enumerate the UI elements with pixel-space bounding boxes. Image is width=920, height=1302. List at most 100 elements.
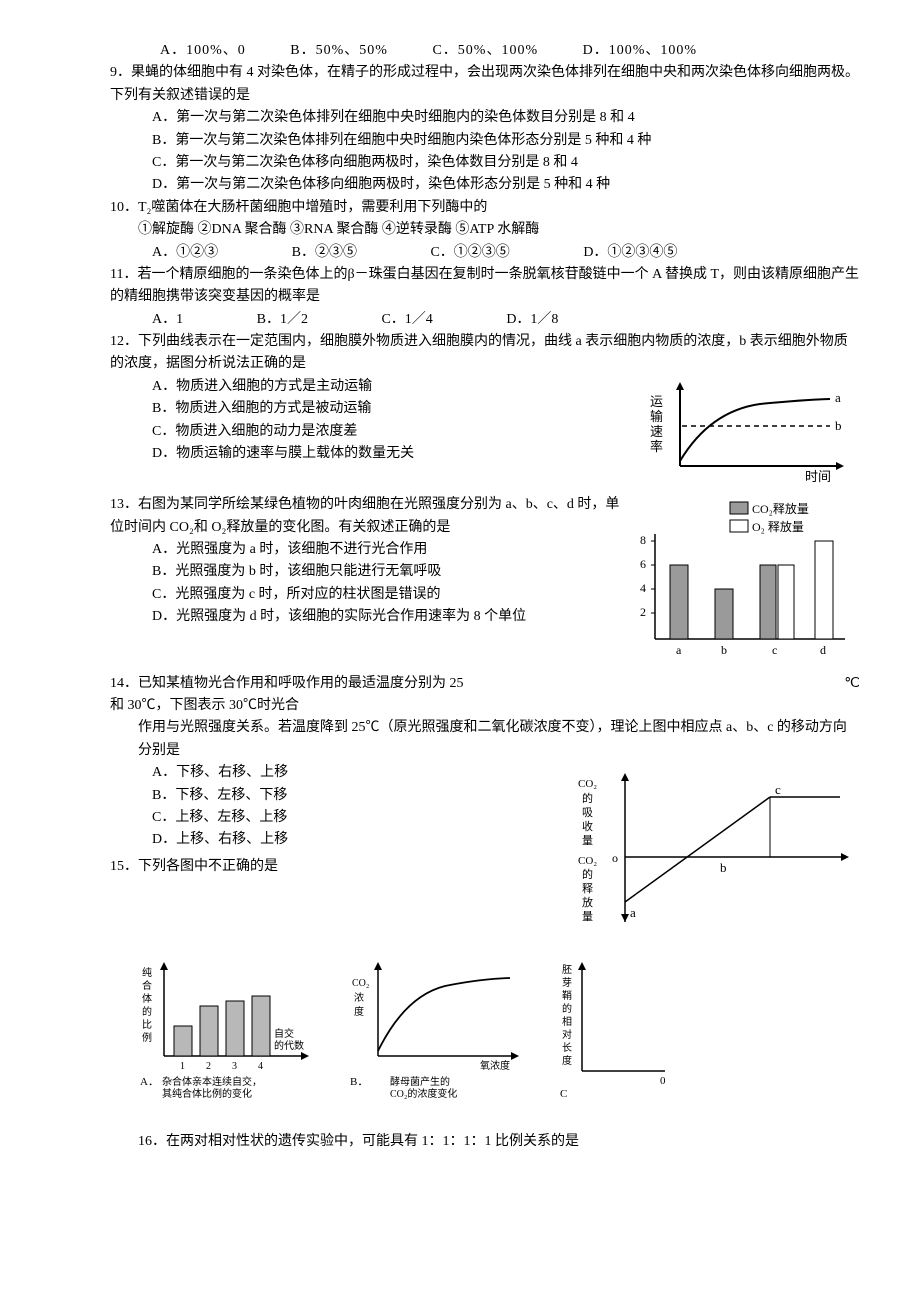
q10-opt-a: A．①②③ xyxy=(152,242,218,264)
svg-text:C: C xyxy=(560,1088,567,1100)
q8-opt-c: C．50%、100% xyxy=(432,40,538,62)
svg-text:8: 8 xyxy=(640,533,646,547)
svg-text:时间: 时间 xyxy=(805,469,831,484)
svg-text:a: a xyxy=(676,643,682,657)
svg-text:体: 体 xyxy=(142,993,152,1005)
q14-chart: CO₂ 的 吸 收 量 CO₂ 的 释 放 量 o xyxy=(570,762,860,940)
q9-opt-d: D．第一次与第二次染色体移向细胞两极时，染色体形态分别是 5 种和 4 种 xyxy=(110,174,860,196)
svg-text:相: 相 xyxy=(562,1015,572,1028)
q12-opt-b: B．物质进入细胞的方式是被动运输 xyxy=(110,398,640,420)
q9-opt-b: B．第一次与第二次染色体排列在细胞中央时细胞内染色体形态分别是 5 种和 4 种 xyxy=(110,130,860,152)
svg-text:其纯合体比例的变化: 其纯合体比例的变化 xyxy=(162,1087,252,1100)
svg-text:速: 速 xyxy=(650,424,663,439)
q15-chart-a: 纯 合 体 的 比 例 1 2 3 4 自交 的代数 A． xyxy=(140,951,320,1109)
q10-opt-c: C．①②③⑤ xyxy=(430,242,509,264)
svg-text:1: 1 xyxy=(180,1061,185,1072)
q8-opt-b: B．50%、50% xyxy=(290,40,388,62)
svg-text:输: 输 xyxy=(650,409,663,424)
svg-text:0: 0 xyxy=(660,1075,666,1087)
svg-text:率: 率 xyxy=(650,439,663,454)
q13-opt-b: B．光照强度为 b 时，该细胞只能进行无氧呼吸 xyxy=(110,561,620,583)
q11-opt-c: C．1／4 xyxy=(381,309,432,331)
q15-charts: 纯 合 体 的 比 例 1 2 3 4 自交 的代数 A． xyxy=(110,951,860,1109)
q12-opt-c: C．物质进入细胞的动力是浓度差 xyxy=(110,421,640,443)
svg-text:对: 对 xyxy=(562,1028,572,1041)
svg-text:的代数: 的代数 xyxy=(274,1039,304,1052)
q11-stem: 11．若一个精原细胞的一条染色体上的β－珠蛋白基因在复制时一条脱氧核苷酸链中一个… xyxy=(110,264,860,309)
svg-text:长: 长 xyxy=(562,1042,572,1054)
q13-stem: 13．右图为某同学所绘某绿色植物的叶肉细胞在光照强度分别为 a、b、c、d 时，… xyxy=(110,494,620,539)
q9-stem-text: 9．果蝇的体细胞中有 4 对染色体，在精子的形成过程中，会出现两次染色体排列在细… xyxy=(110,65,859,102)
svg-text:鞘: 鞘 xyxy=(562,989,572,1002)
svg-text:氧浓度: 氧浓度 xyxy=(480,1059,510,1072)
q12-opt-a: A．物质进入细胞的方式是主动运输 xyxy=(110,376,640,398)
q10-opt-b: B．②③⑤ xyxy=(292,242,357,264)
svg-text:4: 4 xyxy=(258,1061,263,1072)
svg-text:杂合体亲本连续自交，: 杂合体亲本连续自交， xyxy=(162,1075,262,1088)
svg-text:c: c xyxy=(775,782,781,797)
svg-text:CO₂的浓度变化: CO₂的浓度变化 xyxy=(390,1087,457,1100)
q15-chart-b: CO₂ 浓 度 氧浓度 B． 酵母菌产生的 CO₂的浓度变化 xyxy=(350,951,530,1109)
q14-opt-c: C．上移、左移、上移 xyxy=(110,807,570,829)
q14-stem1: 14．已知某植物光合作用和呼吸作用的最适温度分别为 25 xyxy=(110,676,464,691)
svg-text:吸: 吸 xyxy=(582,807,593,819)
svg-text:CO₂: CO₂ xyxy=(578,855,597,867)
svg-text:B．: B． xyxy=(350,1076,368,1088)
q10-options: A．①②③ B．②③⑤ C．①②③⑤ D．①②③④⑤ xyxy=(110,242,860,264)
q13-chart: CO₂释放量 O₂ 释放量 8 6 4 2 xyxy=(620,494,860,672)
svg-text:4: 4 xyxy=(640,581,646,595)
svg-text:CO₂: CO₂ xyxy=(352,978,369,989)
q10-stem: 10．T₂噬菌体在大肠杆菌细胞中增殖时，需要利用下列酶中的 xyxy=(110,197,860,219)
svg-text:CO₂释放量: CO₂释放量 xyxy=(752,501,809,516)
q8-opt-a: A．100%、0 xyxy=(160,40,246,62)
svg-text:度: 度 xyxy=(354,1005,364,1018)
svg-text:酵母菌产生的: 酵母菌产生的 xyxy=(390,1075,450,1088)
svg-text:b: b xyxy=(721,643,727,657)
svg-text:纯: 纯 xyxy=(142,966,152,979)
q14-opt-b: B．下移、左移、下移 xyxy=(110,785,570,807)
q12-opt-d: D．物质运输的速率与膜上载体的数量无关 xyxy=(110,443,640,465)
q8-options: A．100%、0 B．50%、50% C．50%、100% D．100%、100… xyxy=(110,40,860,62)
q9-stem: 9．果蝇的体细胞中有 4 对染色体，在精子的形成过程中，会出现两次染色体排列在细… xyxy=(110,62,860,107)
svg-text:的: 的 xyxy=(582,867,593,881)
svg-text:a: a xyxy=(630,905,636,920)
svg-text:A．: A． xyxy=(140,1076,159,1088)
svg-text:度: 度 xyxy=(562,1054,572,1067)
svg-text:收: 收 xyxy=(582,819,593,833)
q12-stem: 12．下列曲线表示在一定范围内，细胞膜外物质进入细胞膜内的情况，曲线 a 表示细… xyxy=(110,331,860,376)
svg-text:的: 的 xyxy=(142,1005,152,1018)
q10-enzymes: ①解旋酶 ②DNA 聚合酶 ③RNA 聚合酶 ④逆转录酶 ⑤ATP 水解酶 xyxy=(110,219,860,241)
svg-text:比: 比 xyxy=(142,1019,152,1031)
svg-text:b: b xyxy=(720,860,727,875)
q14-stem2: 和 30℃，下图表示 30℃时光合 xyxy=(110,695,860,717)
q15-chart-c: 胚 芽 鞘 的 相 对 长 度 0 C xyxy=(560,951,680,1109)
q11-opt-b: B．1／2 xyxy=(257,309,308,331)
q12-chart: a b 运 输 速 率 时间 xyxy=(640,376,860,494)
svg-text:放: 放 xyxy=(582,895,593,909)
svg-text:芽: 芽 xyxy=(562,976,572,989)
q14-stem3: 作用与光照强度关系。若温度降到 25℃（原光照强度和二氧化碳浓度不变），理论上图… xyxy=(110,717,860,762)
svg-text:释: 释 xyxy=(582,882,593,895)
svg-text:量: 量 xyxy=(582,910,593,923)
q14-opt-d: D．上移、右移、上移 xyxy=(110,829,570,851)
q11-options: A．1 B．1／2 C．1／4 D．1／8 xyxy=(110,309,860,331)
svg-text:2: 2 xyxy=(640,605,646,619)
svg-text:CO₂: CO₂ xyxy=(578,778,597,790)
svg-text:例: 例 xyxy=(142,1031,152,1044)
q14-opt-a: A．下移、右移、上移 xyxy=(110,762,570,784)
q15-stem: 15．下列各图中不正确的是 xyxy=(110,856,570,878)
q8-opt-d: D．100%、100% xyxy=(583,40,697,62)
svg-text:6: 6 xyxy=(640,557,646,571)
svg-text:o: o xyxy=(612,851,618,865)
svg-text:浓: 浓 xyxy=(354,992,364,1004)
q10-opt-d: D．①②③④⑤ xyxy=(583,242,677,264)
q13-opt-c: C．光照强度为 c 时，所对应的柱状图是错误的 xyxy=(110,584,620,606)
svg-text:a: a xyxy=(835,390,841,405)
q13-opt-d: D．光照强度为 d 时，该细胞的实际光合作用速率为 8 个单位 xyxy=(110,606,620,628)
svg-text:O₂ 释放量: O₂ 释放量 xyxy=(752,519,804,534)
svg-text:胚: 胚 xyxy=(562,964,572,976)
q9-opt-c: C．第一次与第二次染色体移向细胞两极时，染色体数目分别是 8 和 4 xyxy=(110,152,860,174)
svg-text:d: d xyxy=(820,643,826,657)
q13-opt-a: A．光照强度为 a 时，该细胞不进行光合作用 xyxy=(110,539,620,561)
svg-text:2: 2 xyxy=(206,1061,211,1072)
